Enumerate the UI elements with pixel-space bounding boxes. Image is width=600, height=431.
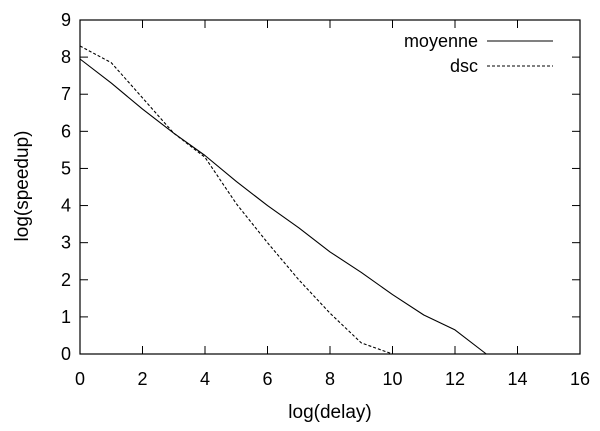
y-tick-label: 2 <box>61 270 71 290</box>
y-tick-label: 7 <box>61 84 71 104</box>
series-lines <box>79 45 549 355</box>
legend-label-dsc: dsc <box>450 56 478 76</box>
y-tick-label: 4 <box>61 196 71 216</box>
y-tick-label: 6 <box>61 121 71 141</box>
y-tick-label: 3 <box>61 233 71 253</box>
axes <box>79 19 581 355</box>
x-tick-label: 6 <box>262 369 272 389</box>
y-tick-label: 5 <box>61 158 71 178</box>
series-line-dsc <box>79 45 549 355</box>
plot-frame <box>79 19 581 355</box>
y-tick-label: 8 <box>61 47 71 67</box>
y-tick-label: 0 <box>61 344 71 364</box>
x-tick-label: 10 <box>382 369 402 389</box>
x-tick-label: 14 <box>507 369 527 389</box>
x-tick-label: 4 <box>200 369 210 389</box>
y-axis-label: log(speedup) <box>12 131 33 242</box>
legend-label-moyenne: moyenne <box>404 31 478 51</box>
x-tick-label: 12 <box>445 369 465 389</box>
x-tick-label: 0 <box>75 369 85 389</box>
y-tick-label: 1 <box>61 307 71 327</box>
x-axis-ticks: 0 2 4 6 8 10 12 14 16 <box>75 20 590 389</box>
legend: moyenne dsc <box>404 31 553 76</box>
x-tick-label: 2 <box>137 369 147 389</box>
y-tick-label: 9 <box>61 10 71 30</box>
x-axis-label: log(delay) <box>288 402 371 423</box>
x-tick-label: 16 <box>570 369 590 389</box>
y-axis-ticks: 0 1 2 3 4 5 6 7 8 9 <box>61 10 580 364</box>
series-line-moyenne <box>79 58 549 355</box>
x-tick-label: 8 <box>325 369 335 389</box>
